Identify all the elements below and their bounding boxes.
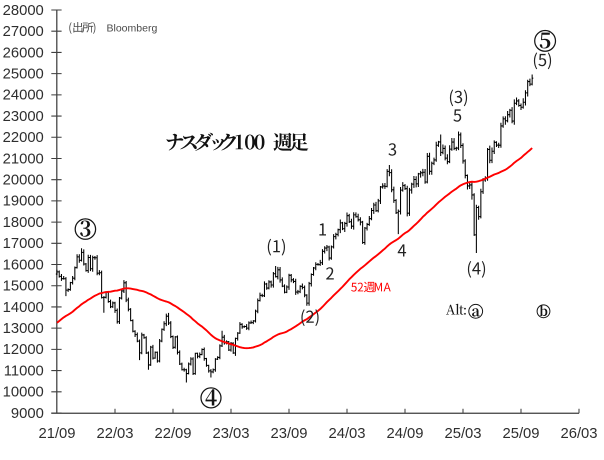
svg-text:26/03: 26/03 [560,426,597,442]
svg-text:22/03: 22/03 [96,426,133,442]
svg-text:Bloomberg: Bloomberg [107,22,158,34]
svg-text:13000: 13000 [3,321,44,337]
svg-text:22000: 22000 [3,130,44,146]
svg-text:14000: 14000 [3,300,44,316]
svg-text:27000: 27000 [3,24,44,40]
svg-text:23000: 23000 [3,109,44,125]
svg-text:24000: 24000 [3,88,44,104]
svg-text:17000: 17000 [3,236,44,252]
svg-text:24/03: 24/03 [328,426,365,442]
svg-text:28000: 28000 [3,3,44,19]
svg-text:18000: 18000 [3,215,44,231]
svg-text:20000: 20000 [3,173,44,189]
svg-text:15000: 15000 [3,279,44,295]
svg-text:25000: 25000 [3,66,44,82]
svg-text:19000: 19000 [3,194,44,210]
svg-text:23/03: 23/03 [212,426,249,442]
svg-text:21000: 21000 [3,151,44,167]
svg-text:24/09: 24/09 [386,426,423,442]
svg-text:26000: 26000 [3,45,44,61]
svg-text:21/09: 21/09 [38,426,75,442]
svg-text:22/09: 22/09 [154,426,191,442]
svg-text:23/09: 23/09 [270,426,307,442]
svg-text:16000: 16000 [3,257,44,273]
svg-text:12000: 12000 [3,342,44,358]
svg-text:25/09: 25/09 [502,426,539,442]
svg-text:10000: 10000 [3,385,44,401]
svg-text:25/03: 25/03 [444,426,481,442]
svg-text:11000: 11000 [4,363,44,379]
svg-text:9000: 9000 [11,406,44,422]
